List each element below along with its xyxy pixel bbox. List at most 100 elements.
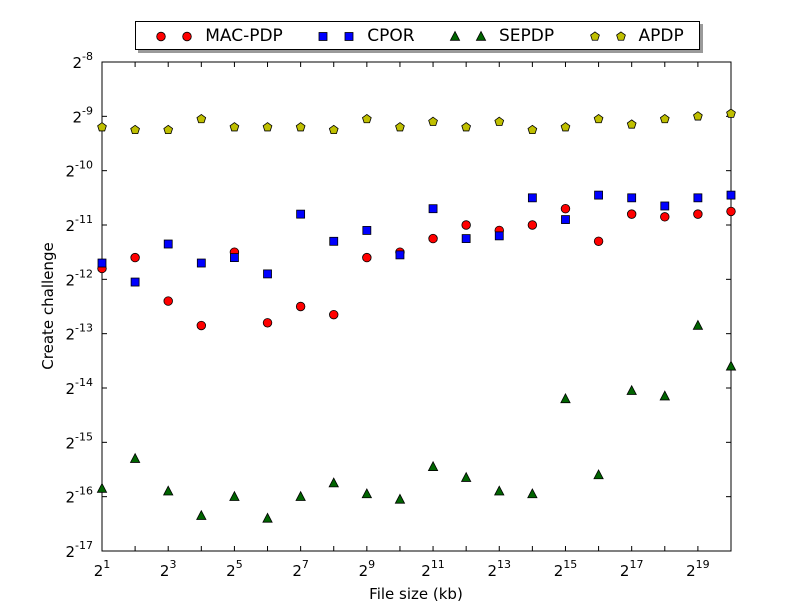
apdp-point — [593, 113, 604, 124]
mac-pdp-point — [428, 233, 438, 244]
sepdp-point — [129, 452, 141, 463]
data-marks — [96, 108, 737, 523]
sepdp-point — [659, 390, 671, 401]
mac-pdp-point — [626, 209, 637, 219]
sepdp-point — [361, 488, 373, 499]
cpor-point — [230, 253, 239, 263]
x-tick-label: 219 — [686, 558, 710, 580]
apdp-point — [626, 119, 637, 129]
apdp-point — [461, 122, 472, 132]
cpor-point — [263, 269, 272, 279]
cpor-point — [461, 234, 471, 243]
legend-item-cpor: CPOR — [313, 25, 415, 46]
apdp-point — [229, 122, 240, 132]
legend-label: SEPDP — [498, 25, 555, 46]
apdp-point — [163, 124, 174, 135]
cpor-point — [296, 209, 306, 219]
series-apdp — [97, 108, 736, 135]
plot-area — [101, 61, 732, 552]
mac-pdp-point — [660, 212, 670, 222]
sepdp-point — [162, 485, 174, 496]
legend-item-sepdp: SEPDP — [445, 26, 554, 46]
apdp-point — [130, 124, 140, 135]
cpor-point — [693, 193, 703, 203]
x-tick-label: 215 — [554, 558, 578, 580]
cpor-point — [726, 190, 736, 200]
y-tick-label: 2-10 — [65, 159, 93, 181]
mac-pdp-point — [560, 203, 571, 214]
apdp-point — [659, 113, 670, 124]
mac-pdp-point — [163, 296, 173, 306]
legend-marker-symbol — [615, 30, 626, 41]
legend-label: CPOR — [367, 25, 415, 46]
mac-pdp-point — [362, 252, 372, 263]
mac-pdp-point — [593, 236, 604, 247]
apdp-point — [428, 116, 438, 126]
apdp-point — [693, 111, 703, 121]
sepdp-point — [394, 493, 406, 504]
x-tick-label: 211 — [421, 558, 445, 580]
cpor-point — [130, 277, 140, 287]
y-tick-label: 2-13 — [65, 322, 93, 344]
cpor-point — [561, 215, 570, 224]
cpor-point — [494, 231, 504, 241]
mac-pdp-point — [196, 320, 207, 331]
cpor-point — [329, 236, 339, 246]
legend-label: MAC-PDP — [205, 25, 283, 46]
cpor-point — [163, 239, 173, 249]
y-tick-label: 2-15 — [65, 430, 93, 452]
apdp-point — [97, 122, 107, 132]
y-tick-label: 2-14 — [65, 376, 93, 398]
legend-label: APDP — [638, 25, 684, 46]
mac-pdp-point — [461, 220, 471, 230]
apdp-point — [494, 116, 505, 126]
legend-marker-apdp — [589, 30, 626, 41]
apdp-point — [395, 122, 405, 132]
mac-pdp-point — [527, 220, 538, 230]
x-tick-label: 23 — [160, 558, 177, 580]
cpor-point — [395, 250, 405, 260]
sepdp-point — [96, 482, 108, 493]
apdp-point — [361, 113, 372, 124]
legend-marker-symbol — [344, 31, 354, 41]
x-tick-label: 27 — [292, 558, 309, 580]
y-tick-label: 2-17 — [65, 539, 93, 561]
legend: MAC-PDP CPOR SEPDP APDP — [135, 21, 700, 50]
y-tick-label: 2-16 — [65, 485, 93, 507]
sepdp-point — [527, 488, 538, 499]
apdp-point — [262, 122, 273, 132]
legend-marker-symbol — [318, 31, 328, 41]
mac-pdp-point — [262, 318, 273, 328]
sepdp-point — [196, 509, 207, 520]
cpor-point — [627, 193, 637, 203]
cpor-point — [196, 258, 206, 268]
sepdp-point — [593, 469, 604, 480]
legend-marker-sepdp — [449, 30, 487, 41]
series-cpor — [97, 190, 736, 287]
sepdp-point — [328, 477, 339, 488]
series-sepdp — [96, 319, 737, 523]
legend-marker-symbol — [449, 30, 461, 41]
x-axis-label: File size (kb) — [369, 585, 463, 603]
apdp-point — [726, 108, 736, 118]
cpor-point — [594, 190, 603, 200]
x-tick-label: 21 — [94, 558, 111, 580]
y-tick-label: 2-12 — [65, 267, 93, 289]
legend-marker-symbol — [156, 31, 166, 41]
x-tick-label: 29 — [359, 558, 376, 580]
mac-pdp-point — [130, 252, 140, 263]
x-tick-label: 25 — [226, 558, 243, 580]
cpor-point — [97, 258, 107, 268]
sepdp-point — [494, 485, 505, 496]
apdp-point — [527, 124, 538, 135]
x-tick-label: 213 — [487, 558, 511, 580]
sepdp-point — [460, 471, 472, 482]
cpor-point — [428, 204, 438, 214]
axis-ticks: 21 23 25 27 29 211 213 215 217 219 2-8 2-9 2-10 2-11 2… — [65, 50, 732, 580]
y-tick-label: 2-8 — [72, 50, 93, 72]
mac-pdp-point — [295, 301, 306, 312]
mac-pdp-point — [329, 309, 339, 320]
legend-marker-cpor — [318, 31, 354, 41]
apdp-point — [295, 122, 306, 132]
mac-pdp-point — [726, 206, 736, 217]
